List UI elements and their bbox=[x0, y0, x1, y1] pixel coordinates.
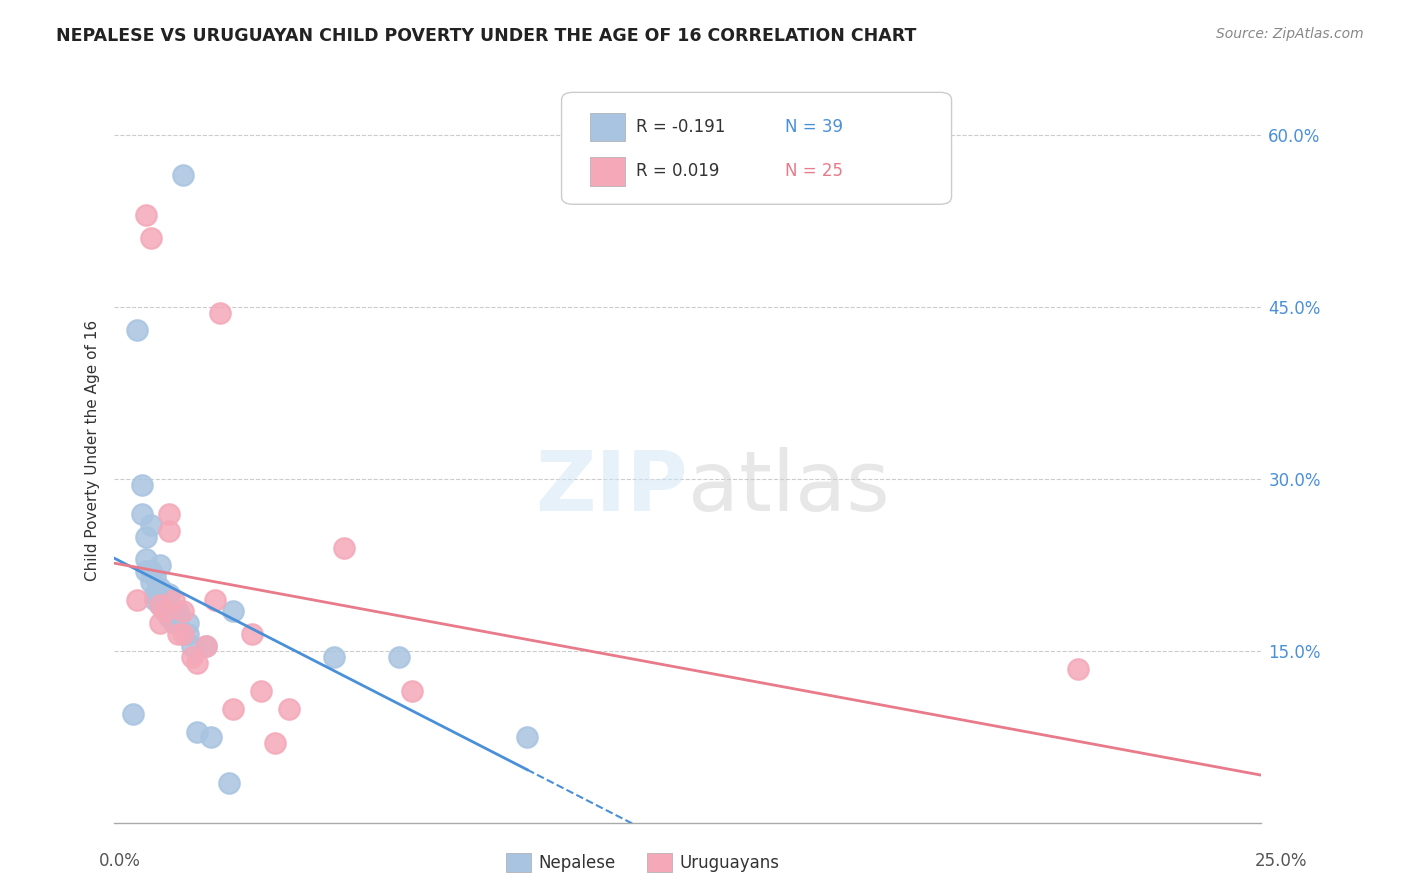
Point bbox=[172, 627, 194, 641]
Point bbox=[153, 592, 176, 607]
FancyBboxPatch shape bbox=[591, 157, 624, 186]
Text: atlas: atlas bbox=[688, 447, 890, 528]
Point bbox=[181, 650, 204, 665]
Point bbox=[127, 323, 149, 337]
Point bbox=[149, 599, 172, 613]
Point bbox=[153, 604, 176, 618]
Point bbox=[388, 650, 411, 665]
Text: N = 39: N = 39 bbox=[785, 118, 844, 136]
Point bbox=[277, 702, 299, 716]
Point bbox=[157, 524, 180, 538]
Point bbox=[172, 168, 194, 182]
Point bbox=[149, 599, 172, 613]
Point bbox=[332, 541, 354, 555]
Point bbox=[135, 552, 157, 566]
Text: Nepalese: Nepalese bbox=[538, 854, 616, 871]
FancyBboxPatch shape bbox=[591, 112, 624, 141]
Point bbox=[127, 592, 149, 607]
Point bbox=[163, 592, 186, 607]
Text: 25.0%: 25.0% bbox=[1256, 852, 1308, 870]
Point bbox=[323, 650, 346, 665]
Point bbox=[167, 604, 190, 618]
Point bbox=[208, 306, 231, 320]
Point bbox=[139, 564, 162, 578]
Point bbox=[153, 604, 176, 618]
Point bbox=[145, 570, 167, 584]
Point bbox=[163, 604, 186, 618]
Point bbox=[157, 587, 180, 601]
Point bbox=[139, 518, 162, 533]
Point bbox=[204, 592, 226, 607]
Point bbox=[200, 731, 222, 745]
Point bbox=[263, 736, 285, 750]
Point bbox=[194, 639, 217, 653]
Text: ZIP: ZIP bbox=[536, 447, 688, 528]
Text: 0.0%: 0.0% bbox=[98, 852, 141, 870]
Point bbox=[149, 592, 172, 607]
Point bbox=[222, 604, 245, 618]
Point bbox=[176, 615, 198, 630]
Point bbox=[149, 581, 172, 595]
Point bbox=[1067, 661, 1090, 675]
Text: N = 25: N = 25 bbox=[785, 162, 844, 180]
Point bbox=[149, 558, 172, 573]
Point bbox=[516, 731, 538, 745]
Point bbox=[167, 615, 190, 630]
Point bbox=[240, 627, 263, 641]
Point bbox=[139, 575, 162, 590]
Point bbox=[250, 684, 273, 698]
Point bbox=[172, 604, 194, 618]
Point bbox=[194, 639, 217, 653]
Point bbox=[163, 615, 186, 630]
Point bbox=[157, 507, 180, 521]
Point bbox=[149, 587, 172, 601]
Point bbox=[149, 615, 172, 630]
Point bbox=[131, 478, 153, 492]
Text: Source: ZipAtlas.com: Source: ZipAtlas.com bbox=[1216, 27, 1364, 41]
Point bbox=[145, 587, 167, 601]
Text: R = 0.019: R = 0.019 bbox=[636, 162, 720, 180]
Point bbox=[186, 656, 208, 670]
Point bbox=[131, 507, 153, 521]
FancyBboxPatch shape bbox=[561, 93, 952, 204]
Text: Uruguayans: Uruguayans bbox=[679, 854, 779, 871]
Point bbox=[218, 776, 240, 790]
Point bbox=[176, 627, 198, 641]
Text: R = -0.191: R = -0.191 bbox=[636, 118, 725, 136]
Point bbox=[135, 530, 157, 544]
Point bbox=[157, 610, 180, 624]
Point bbox=[186, 724, 208, 739]
Point bbox=[139, 231, 162, 245]
Point bbox=[167, 627, 190, 641]
Point bbox=[121, 707, 143, 722]
Point bbox=[181, 639, 204, 653]
Point bbox=[135, 208, 157, 222]
Point bbox=[145, 592, 167, 607]
Text: NEPALESE VS URUGUAYAN CHILD POVERTY UNDER THE AGE OF 16 CORRELATION CHART: NEPALESE VS URUGUAYAN CHILD POVERTY UNDE… bbox=[56, 27, 917, 45]
Point bbox=[401, 684, 423, 698]
Point bbox=[153, 599, 176, 613]
Y-axis label: Child Poverty Under the Age of 16: Child Poverty Under the Age of 16 bbox=[86, 320, 100, 581]
Point bbox=[135, 564, 157, 578]
Point bbox=[222, 702, 245, 716]
